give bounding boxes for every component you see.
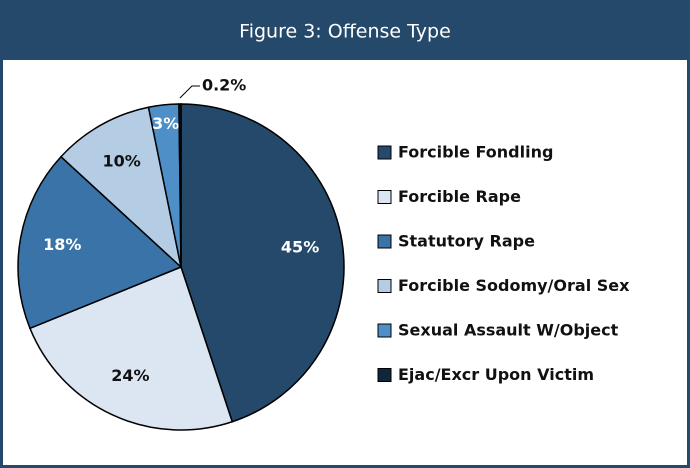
pie-slice: [28, 266, 234, 431]
legend-label: Ejac/Excr Upon Victim: [398, 365, 594, 384]
pie-slice: [178, 103, 182, 268]
pie-slice: [180, 103, 345, 423]
header-bar: [0, 0, 690, 60]
legend-label: Forcible Sodomy/Oral Sex: [398, 276, 630, 295]
legend-label: Sexual Assault W/Object: [398, 321, 619, 340]
legend-swatch: [377, 234, 392, 249]
pie-slice: [59, 106, 183, 270]
chart-title: Figure 3: Offense Type: [239, 21, 451, 43]
data-label: 24%: [111, 366, 149, 385]
legend-label: Statutory Rape: [398, 232, 535, 251]
legend-swatch: [377, 368, 392, 382]
pie-slice: [17, 155, 183, 330]
legend-swatch: [377, 145, 392, 160]
legend-swatch: [377, 323, 392, 338]
data-label: 18%: [43, 235, 81, 254]
legend-swatch: [377, 190, 392, 204]
legend-label: Forcible Rape: [398, 187, 521, 206]
data-label: 45%: [281, 237, 319, 256]
data-label: 0.2%: [202, 76, 246, 95]
data-label: 10%: [103, 151, 141, 170]
legend-label: Forcible Fondling: [398, 143, 553, 162]
data-label: 3%: [152, 114, 179, 133]
leader-line: [179, 85, 200, 99]
legend-swatch: [377, 279, 392, 293]
